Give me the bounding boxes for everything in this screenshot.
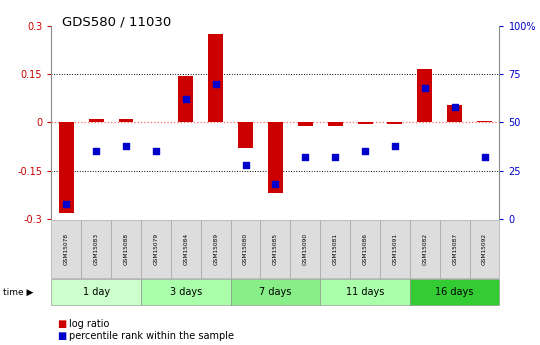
Text: GSM15091: GSM15091 — [393, 233, 397, 265]
Point — [92, 149, 100, 154]
Bar — [357, 122, 373, 124]
Text: GSM15089: GSM15089 — [213, 233, 218, 265]
Text: GSM15078: GSM15078 — [64, 233, 69, 265]
Text: GDS580 / 11030: GDS580 / 11030 — [62, 16, 171, 29]
Bar — [328, 122, 342, 126]
Bar — [89, 119, 104, 122]
Text: GSM15092: GSM15092 — [482, 233, 487, 265]
Text: ■: ■ — [57, 319, 66, 329]
Point — [361, 149, 369, 154]
Text: percentile rank within the sample: percentile rank within the sample — [69, 332, 234, 341]
Text: 3 days: 3 days — [170, 287, 202, 297]
Text: GSM15081: GSM15081 — [333, 233, 338, 265]
Bar — [387, 122, 402, 124]
Text: GSM15083: GSM15083 — [93, 233, 99, 265]
Text: GSM15079: GSM15079 — [153, 233, 158, 265]
Text: 16 days: 16 days — [435, 287, 474, 297]
Text: GSM15090: GSM15090 — [303, 233, 308, 265]
Point — [421, 85, 429, 90]
Text: log ratio: log ratio — [69, 319, 109, 329]
Bar — [268, 122, 283, 193]
Point — [181, 97, 190, 102]
Text: GSM15085: GSM15085 — [273, 233, 278, 265]
Point — [390, 143, 399, 148]
Bar — [238, 122, 253, 148]
Bar — [178, 76, 193, 122]
Point — [241, 162, 250, 168]
Text: ■: ■ — [57, 332, 66, 341]
Bar — [208, 34, 223, 122]
Text: GSM15080: GSM15080 — [243, 233, 248, 265]
Bar — [118, 119, 133, 122]
Point — [122, 143, 130, 148]
Bar — [298, 122, 313, 126]
Bar — [447, 105, 462, 122]
Text: GSM15088: GSM15088 — [124, 233, 129, 265]
Point — [301, 155, 309, 160]
Text: GSM15087: GSM15087 — [452, 233, 457, 265]
Point — [271, 181, 280, 187]
Point — [450, 104, 459, 110]
Point — [331, 155, 340, 160]
Bar — [417, 69, 432, 122]
Text: GSM15082: GSM15082 — [422, 233, 427, 265]
Point — [62, 201, 71, 206]
Text: 1 day: 1 day — [83, 287, 110, 297]
Bar — [59, 122, 73, 213]
Text: GSM15086: GSM15086 — [362, 233, 368, 265]
Point — [152, 149, 160, 154]
Text: 7 days: 7 days — [259, 287, 292, 297]
Bar — [477, 121, 492, 122]
Point — [480, 155, 489, 160]
Text: time ▶: time ▶ — [3, 288, 33, 297]
Text: GSM15084: GSM15084 — [183, 233, 188, 265]
Point — [211, 81, 220, 87]
Text: 11 days: 11 days — [346, 287, 384, 297]
